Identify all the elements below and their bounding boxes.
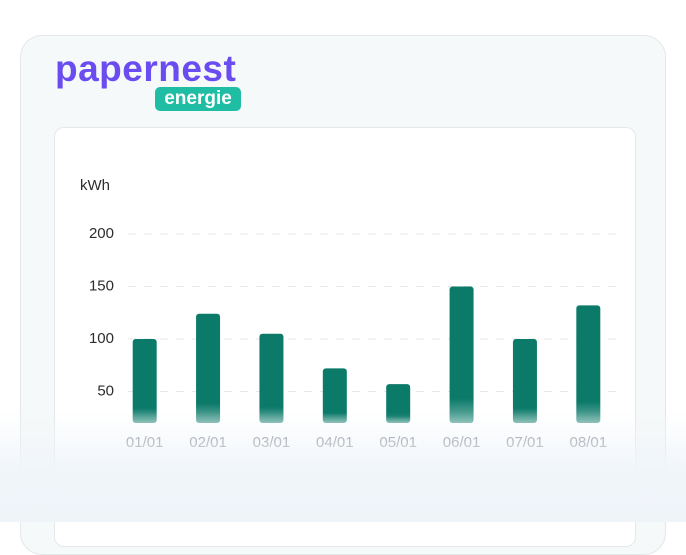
y-tick-label: 100 bbox=[89, 330, 114, 347]
bottom-fade bbox=[0, 412, 686, 522]
page: papernest energie kWh 5010015020001/0102… bbox=[0, 35, 686, 555]
bar bbox=[132, 339, 157, 423]
bar bbox=[322, 368, 347, 423]
bar bbox=[512, 339, 537, 423]
bar bbox=[576, 305, 601, 423]
y-axis-label: kWh bbox=[80, 177, 110, 194]
y-tick-label: 200 bbox=[89, 225, 114, 242]
y-tick-label: 50 bbox=[97, 382, 114, 399]
bar bbox=[196, 313, 221, 423]
y-tick-label: 150 bbox=[89, 277, 114, 294]
bar bbox=[259, 333, 284, 423]
logo-badge: energie bbox=[155, 87, 241, 111]
bar bbox=[449, 286, 474, 423]
logo-brand: papernest bbox=[55, 48, 237, 89]
